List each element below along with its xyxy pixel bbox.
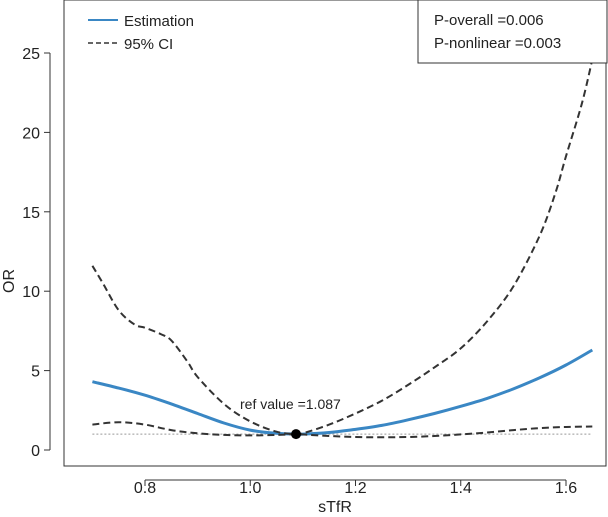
p-overall-text: P-overall =0.006 [434,12,544,29]
y-tick-label: 25 [22,46,40,63]
y-tick-label: 5 [31,364,40,381]
stats-box-frame [417,0,608,64]
x-axis: 0.8 1.0 1.2 1.4 1.6 [134,479,577,497]
x-tick-label: 1.4 [450,480,472,497]
legend: Estimation 95% CI [88,13,194,53]
stats-box: P-overall =0.006 P-nonlinear =0.003 [417,0,608,64]
series-line-estimation [92,348,594,436]
series-line-95-ci-upper [91,59,594,436]
y-tick-label: 20 [22,125,40,142]
ref-value-label: ref value =1.087 [240,396,341,412]
series-line-95-ci-lower [92,421,593,439]
x-axis-title: sTfR [318,499,352,516]
p-nonlinear-text: P-nonlinear =0.003 [434,35,561,52]
x-tick-label: 0.8 [134,480,156,497]
x-tick-label: 1.2 [344,480,366,497]
ref-value-point [291,429,302,440]
y-axis-title: OR [1,269,18,293]
legend-ci-label: 95% CI [124,36,173,53]
y-tick-label: 15 [22,205,40,222]
y-tick-label: 0 [31,443,40,460]
x-tick-label: 1.6 [555,480,577,497]
series-layer [91,59,594,439]
x-tick-label: 1.0 [239,480,261,497]
plot-frame [63,0,607,467]
y-axis: 0 5 10 15 20 25 [22,46,51,460]
y-tick-label: 10 [22,284,40,301]
legend-estimation-label: Estimation [124,13,194,30]
